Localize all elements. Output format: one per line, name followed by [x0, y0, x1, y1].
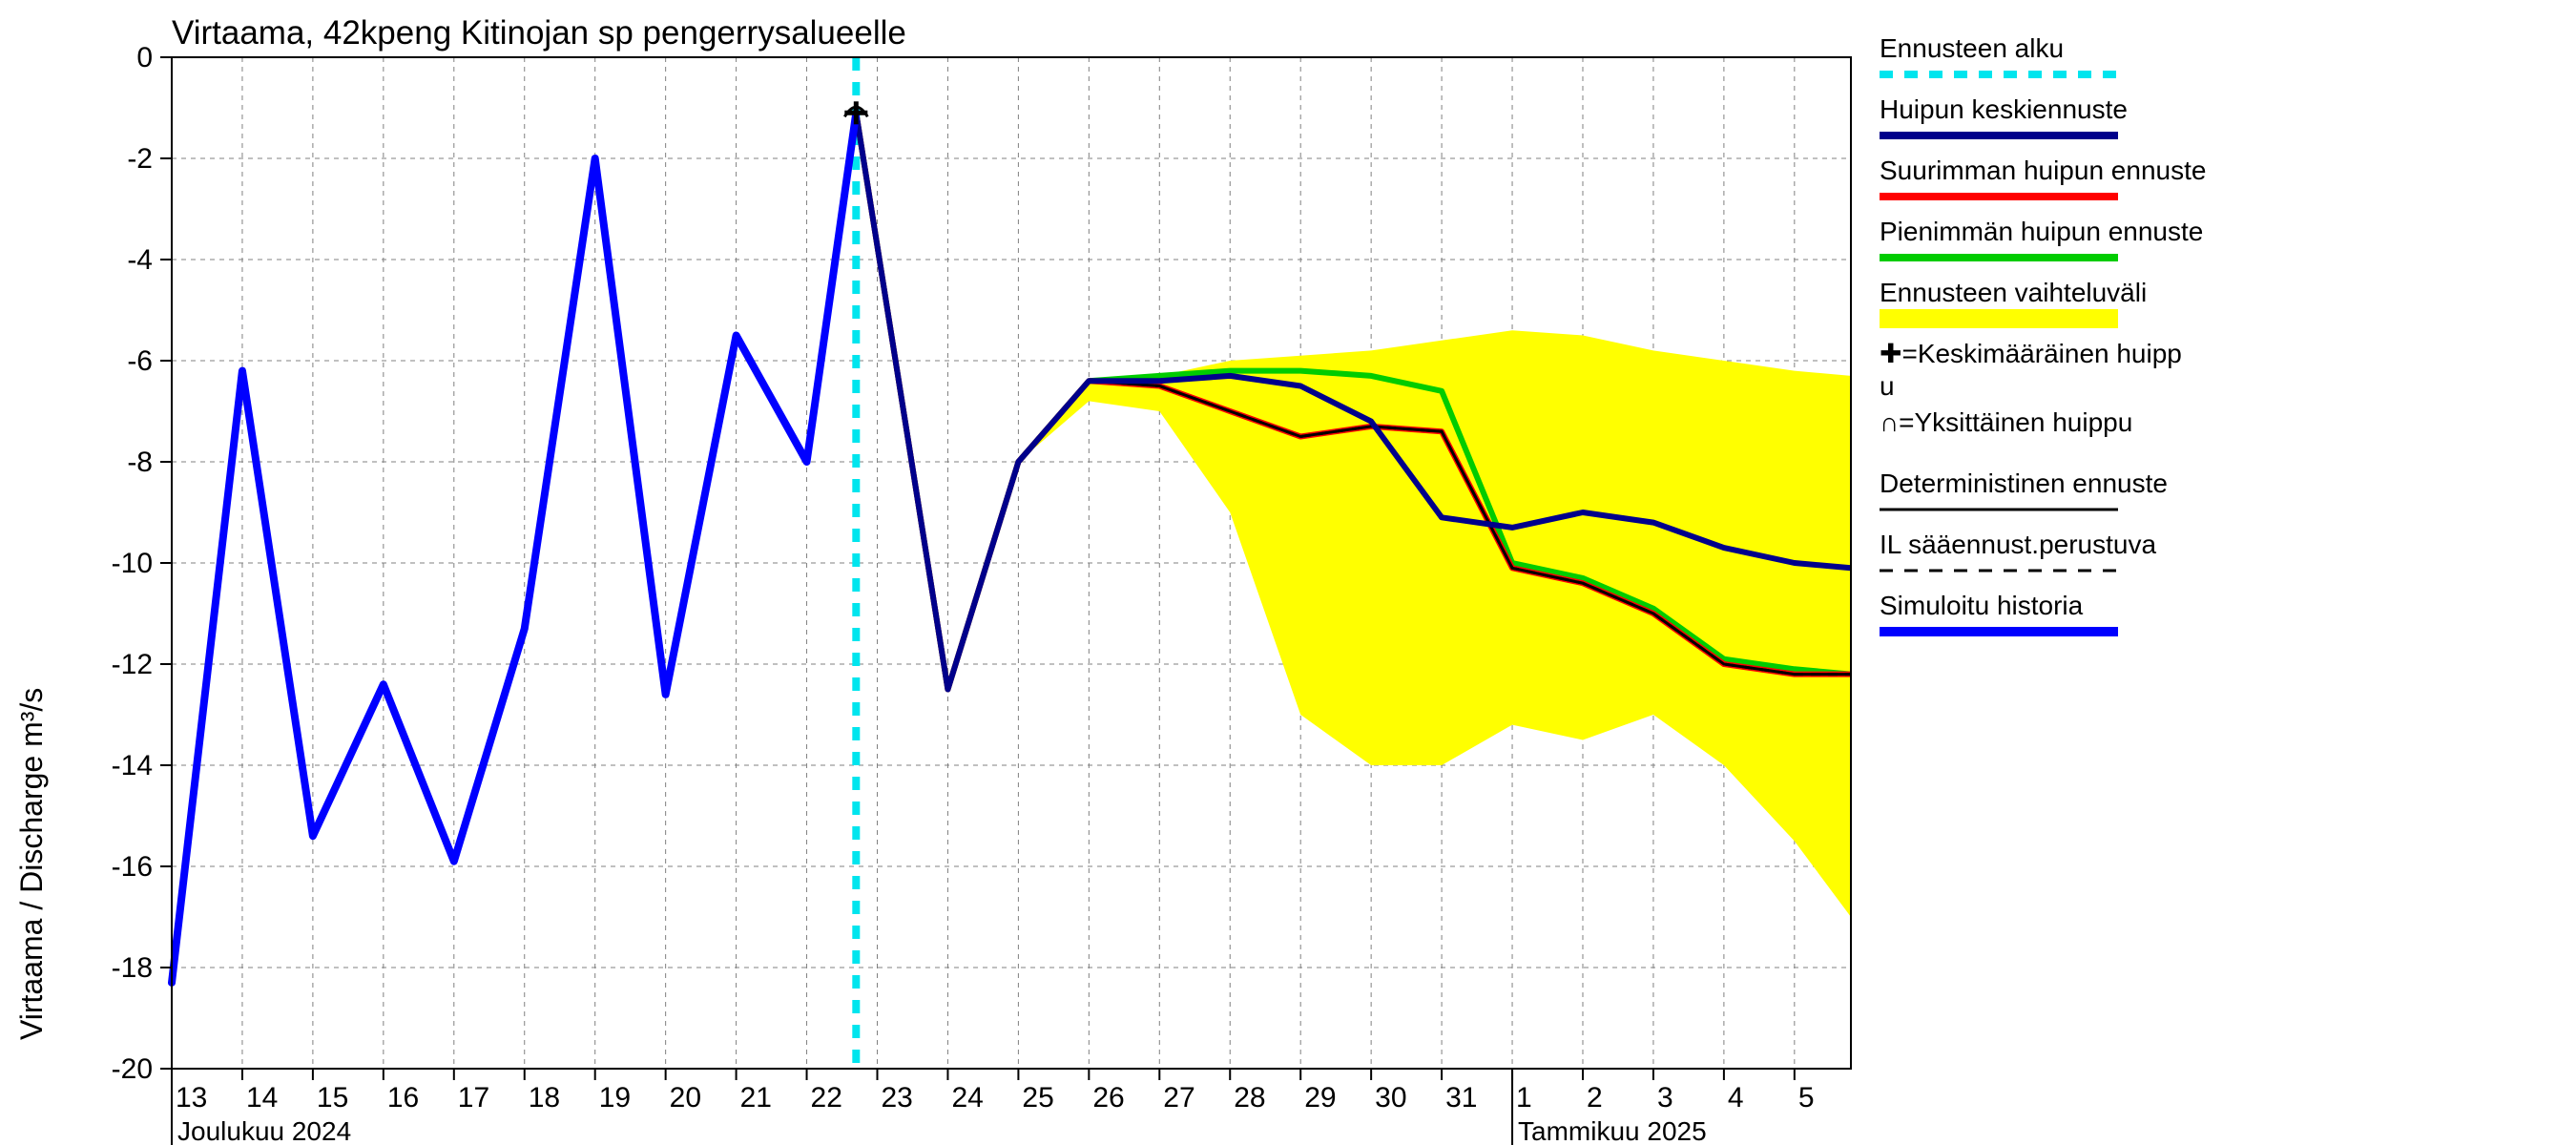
- legend-label: ✚=Keskimääräinen huipp: [1880, 339, 2182, 368]
- ytick-label: -2: [127, 143, 153, 175]
- xtick-label: 17: [458, 1082, 489, 1114]
- xtick-label: 2: [1587, 1082, 1603, 1114]
- xtick-label: 1: [1516, 1082, 1532, 1114]
- xtick-label: 21: [740, 1082, 772, 1114]
- legend-label: u: [1880, 371, 1895, 401]
- xtick-label: 22: [811, 1082, 842, 1114]
- legend-label: Ennusteen alku: [1880, 33, 2064, 63]
- legend-label: Simuloitu historia: [1880, 591, 2084, 620]
- legend-label: Suurimman huipun ennuste: [1880, 156, 2206, 185]
- month-fi-right: Tammikuu 2025: [1518, 1116, 1707, 1145]
- y-axis-label: Virtaama / Discharge m³/s: [14, 688, 49, 1040]
- legend-label: Huipun keskiennuste: [1880, 94, 2128, 124]
- legend-label: Ennusteen vaihteluväli: [1880, 278, 2147, 307]
- ytick-label: -4: [127, 244, 153, 276]
- xtick-label: 31: [1445, 1082, 1477, 1114]
- ytick-label: -10: [112, 548, 153, 579]
- xtick-label: 28: [1234, 1082, 1265, 1114]
- chart-title: Virtaama, 42kpeng Kitinojan sp pengerrys…: [172, 14, 906, 52]
- xtick-label: 5: [1798, 1082, 1815, 1114]
- xtick-label: 16: [387, 1082, 419, 1114]
- xtick-label: 3: [1657, 1082, 1673, 1114]
- xtick-label: 23: [881, 1082, 912, 1114]
- ytick-label: -16: [112, 851, 153, 883]
- xtick-label: 29: [1304, 1082, 1336, 1114]
- xtick-label: 14: [246, 1082, 278, 1114]
- xtick-label: 13: [176, 1082, 207, 1114]
- ytick-label: -6: [127, 345, 153, 377]
- legend-label: ∩=Yksittäinen huippu: [1880, 407, 2132, 437]
- ytick-label: -12: [112, 649, 153, 680]
- ytick-label: -14: [112, 750, 153, 781]
- xtick-label: 30: [1375, 1082, 1406, 1114]
- ytick-label: 0: [136, 42, 153, 73]
- xtick-label: 19: [599, 1082, 631, 1114]
- ytick-label: -20: [112, 1053, 153, 1085]
- legend-label: Deterministinen ennuste: [1880, 468, 2168, 498]
- legend-label: IL sääennust.perustuva: [1880, 530, 2156, 559]
- legend-swatch: [1880, 309, 2118, 328]
- month-fi-left: Joulukuu 2024: [177, 1116, 351, 1145]
- ytick-label: -18: [112, 952, 153, 984]
- xtick-label: 26: [1092, 1082, 1124, 1114]
- xtick-label: 24: [951, 1082, 983, 1114]
- legend-label: Pienimmän huipun ennuste: [1880, 217, 2203, 246]
- xtick-label: 25: [1022, 1082, 1053, 1114]
- xtick-label: 18: [529, 1082, 560, 1114]
- xtick-label: 15: [317, 1082, 348, 1114]
- ytick-label: -8: [127, 447, 153, 478]
- discharge-forecast-chart: 0-2-4-6-8-10-12-14-16-18-201314151617181…: [0, 0, 2576, 1145]
- xtick-label: 20: [670, 1082, 701, 1114]
- xtick-label: 27: [1163, 1082, 1195, 1114]
- footer-timestamp: 23-Dec-2024 08:45 WSFS-O: [2166, 1141, 2484, 1145]
- xtick-label: 4: [1728, 1082, 1744, 1114]
